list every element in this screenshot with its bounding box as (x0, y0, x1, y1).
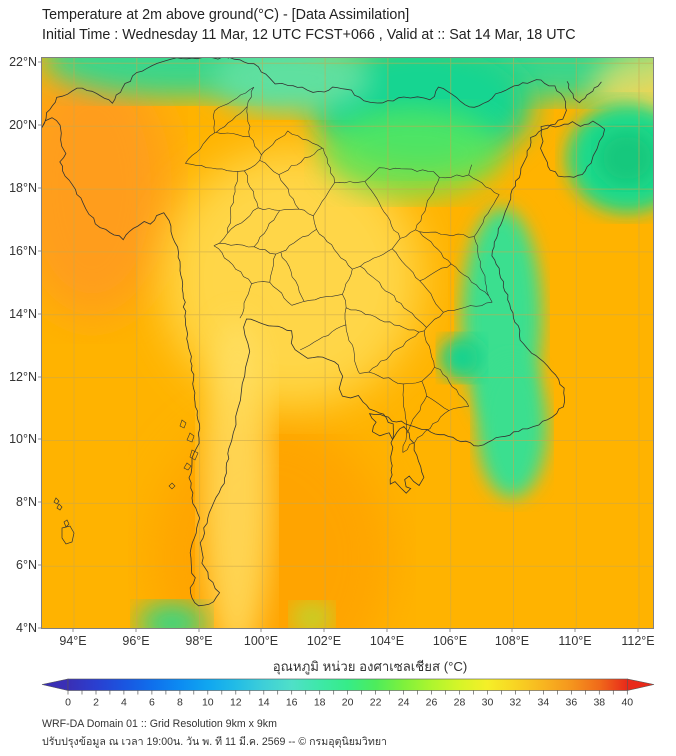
svg-text:14: 14 (258, 697, 270, 709)
svg-text:12: 12 (230, 697, 242, 709)
svg-text:38: 38 (593, 697, 605, 709)
svg-text:34: 34 (538, 697, 550, 709)
svg-text:24: 24 (398, 697, 410, 709)
svg-text:10: 10 (202, 697, 214, 709)
svg-text:16: 16 (286, 697, 298, 709)
svg-text:อุณหภูมิ หน่วย องศาเซลเชียส (°: อุณหภูมิ หน่วย องศาเซลเชียส (°C) (273, 659, 468, 675)
svg-text:40: 40 (621, 697, 633, 709)
svg-text:36: 36 (566, 697, 578, 709)
svg-text:20: 20 (342, 697, 354, 709)
svg-text:32: 32 (510, 697, 522, 709)
svg-text:4: 4 (121, 697, 127, 709)
svg-text:26: 26 (426, 697, 438, 709)
svg-text:6: 6 (149, 697, 155, 709)
svg-text:8: 8 (177, 697, 183, 709)
svg-text:18: 18 (314, 697, 326, 709)
svg-text:30: 30 (482, 697, 494, 709)
svg-text:0: 0 (65, 697, 71, 709)
svg-text:2: 2 (93, 697, 99, 709)
svg-text:22: 22 (370, 697, 382, 709)
svg-text:28: 28 (454, 697, 466, 709)
